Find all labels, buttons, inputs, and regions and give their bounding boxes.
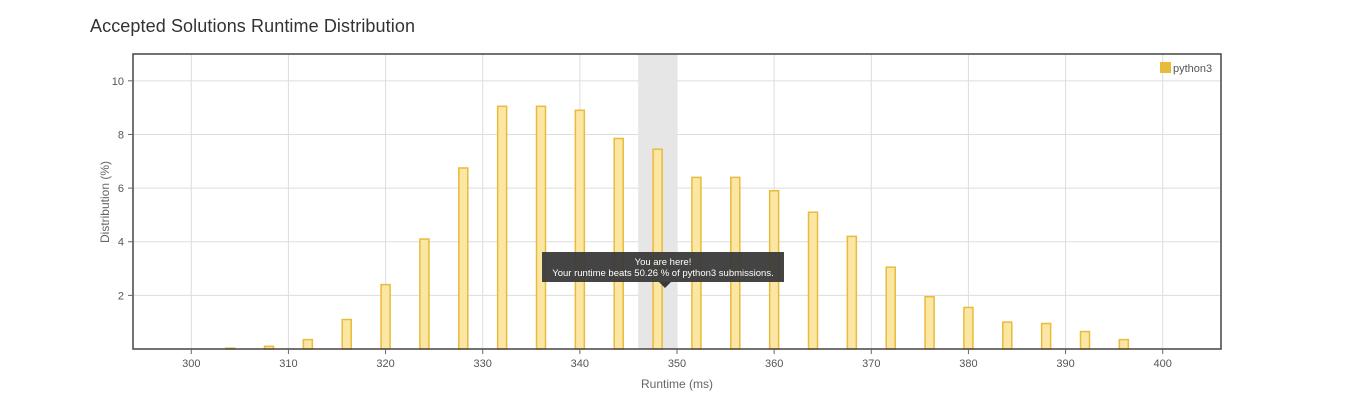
y-tick-label: 10 [112, 76, 124, 88]
bar [496, 105, 508, 350]
tooltip-line-2: Your runtime beats 50.26 % of python3 su… [552, 268, 773, 279]
x-axis-label: Runtime (ms) [641, 377, 713, 391]
bar [458, 167, 469, 350]
bars [224, 105, 1130, 350]
page-title: Accepted Solutions Runtime Distribution [90, 16, 416, 36]
tooltip-line-1: You are here! [635, 257, 692, 268]
x-tick-label: 320 [376, 358, 394, 370]
tooltip: You are here! Your runtime beats 50.26 %… [542, 252, 784, 288]
x-tick-label: 330 [474, 358, 492, 370]
y-axis-label: Distribution (%) [98, 161, 112, 243]
bar [807, 211, 819, 350]
x-tick-label: 370 [862, 358, 880, 370]
bar [302, 338, 314, 350]
y-ticks: 2 4 6 8 10 [112, 76, 133, 302]
bar [652, 148, 663, 350]
x-tick-label: 380 [959, 358, 977, 370]
bar [341, 318, 352, 350]
bar [885, 266, 896, 350]
legend[interactable]: python3 [1160, 62, 1212, 75]
y-tick-label: 2 [118, 290, 124, 302]
bar [846, 235, 858, 350]
y-tick-label: 4 [118, 237, 124, 249]
bar [535, 105, 547, 350]
x-tick-label: 340 [571, 358, 589, 370]
bar [924, 295, 935, 350]
bar [380, 283, 391, 350]
y-tick-label: 6 [118, 183, 124, 195]
bar [1079, 330, 1091, 350]
legend-swatch [1160, 62, 1171, 73]
x-tick-label: 310 [279, 358, 297, 370]
bar [1118, 338, 1130, 350]
bar [574, 109, 586, 350]
x-tick-label: 400 [1154, 358, 1172, 370]
x-tick-label: 300 [182, 358, 200, 370]
bar [419, 238, 430, 350]
x-ticks: 300 310 320 330 340 350 360 370 380 390 400 [182, 349, 1172, 370]
x-tick-label: 350 [668, 358, 686, 370]
bar [1040, 322, 1052, 350]
bar [963, 306, 974, 350]
legend-label: python3 [1173, 63, 1212, 75]
bar [613, 137, 624, 350]
bar [1002, 321, 1013, 350]
x-tick-label: 390 [1056, 358, 1074, 370]
y-tick-label: 8 [118, 129, 124, 141]
tooltip-box [542, 252, 784, 282]
tooltip-pointer [659, 282, 671, 288]
x-tick-label: 360 [765, 358, 783, 370]
